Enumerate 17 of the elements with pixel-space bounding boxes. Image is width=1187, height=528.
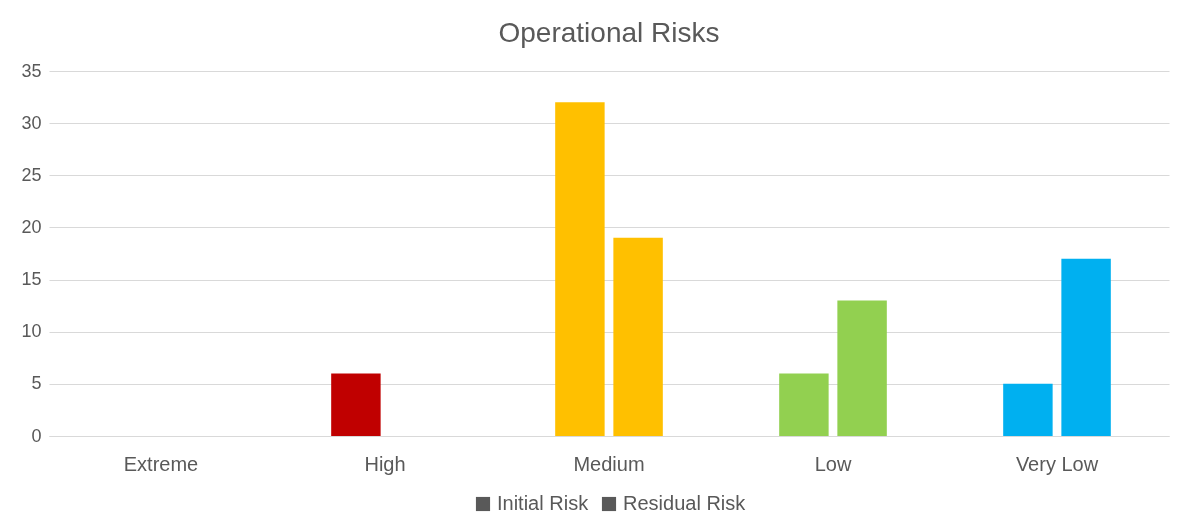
x-tick-label: Medium [573, 452, 645, 475]
y-tick-label: 20 [21, 216, 42, 237]
y-tick-label: 5 [31, 373, 42, 394]
y-tick-label: 30 [21, 112, 42, 133]
bar [331, 373, 381, 436]
y-tick-label: 35 [21, 60, 42, 81]
y-tick-label: 15 [21, 269, 42, 290]
text: Residual Risk [623, 492, 747, 514]
y-tick-label: 25 [21, 164, 42, 185]
y-tick-label: 10 [21, 321, 42, 342]
x-tick-label: Very Low [1015, 452, 1099, 475]
text: Initial Risk [497, 492, 590, 514]
x-tick-label: Low [814, 452, 852, 475]
y-tick-label: 0 [31, 425, 42, 446]
x-tick-label: Extreme [123, 452, 199, 475]
chart-title: Operational Risks [498, 17, 720, 48]
x-tick-label: High [364, 452, 406, 475]
